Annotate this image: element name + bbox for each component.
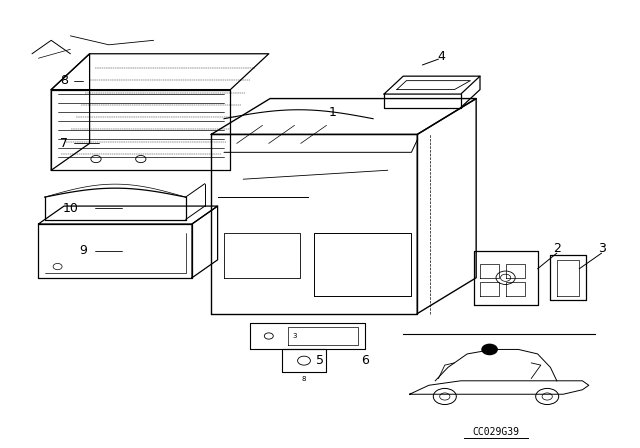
- Text: 8: 8: [301, 375, 307, 382]
- Text: 4: 4: [438, 49, 445, 63]
- Text: 9: 9: [79, 244, 87, 258]
- Text: 3: 3: [292, 333, 297, 339]
- Text: 8: 8: [60, 74, 68, 87]
- Text: 2: 2: [553, 242, 561, 255]
- Text: 3: 3: [598, 242, 605, 255]
- Text: 6: 6: [361, 354, 369, 367]
- Text: 1: 1: [329, 105, 337, 119]
- Text: CC029G39: CC029G39: [472, 427, 520, 437]
- Text: 5: 5: [316, 354, 324, 367]
- Text: 10: 10: [63, 202, 78, 215]
- Text: 7: 7: [60, 137, 68, 150]
- Circle shape: [481, 344, 498, 355]
